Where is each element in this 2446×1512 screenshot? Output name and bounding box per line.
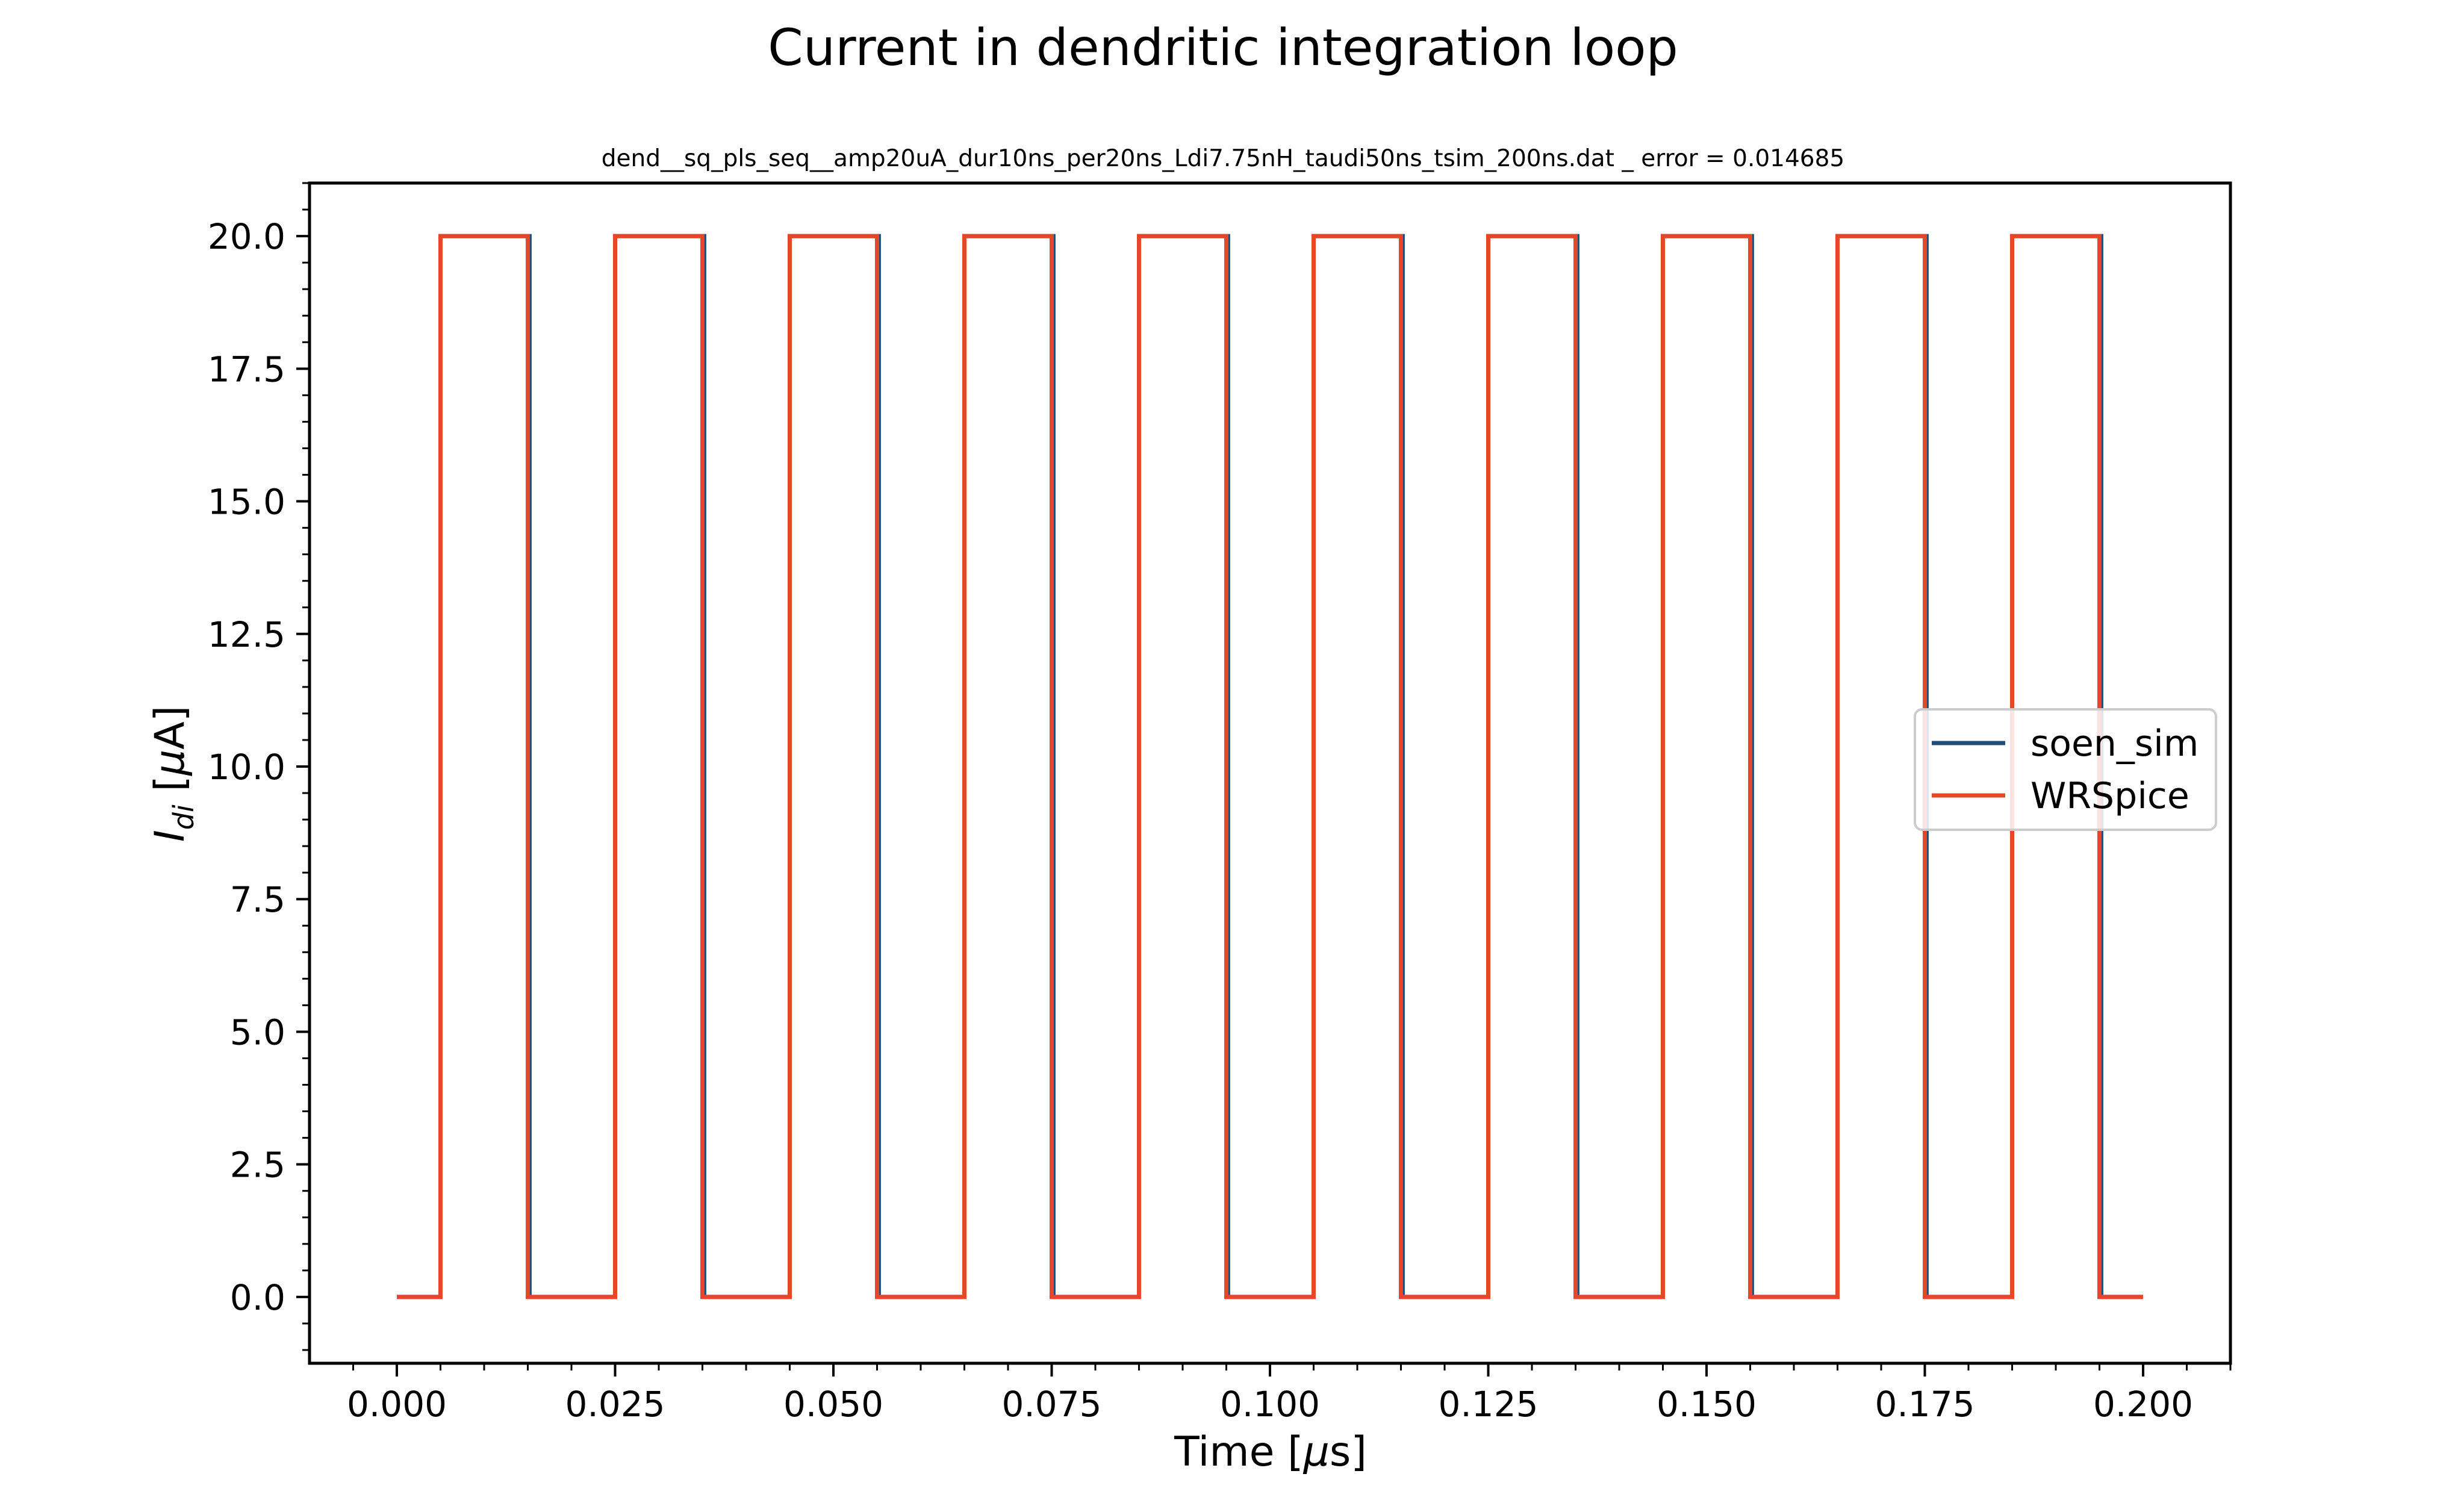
y-tick-label: 5.0	[230, 1012, 285, 1053]
y-tick-label: 10.0	[208, 747, 285, 788]
x-tick-label: 0.125	[1438, 1384, 1538, 1425]
series-layer	[397, 234, 2143, 1299]
series-line-wrspice	[397, 234, 2143, 1299]
x-axis: 0.000 0.025 0.050 0.075 0.100 0.125 0.150 0.175…	[347, 1363, 2232, 1425]
legend-label-wrspice: WRSpice	[2031, 775, 2189, 817]
x-tick-label: 0.075	[1001, 1384, 1101, 1425]
x-tick-label: 0.025	[565, 1384, 665, 1425]
y-tick-label: 7.5	[230, 879, 285, 920]
x-tick-label: 0.100	[1220, 1384, 1320, 1425]
x-tick-label: 0.200	[2093, 1384, 2193, 1425]
x-axis-label: Time [μs]	[1174, 1428, 1367, 1476]
legend-box	[1914, 708, 2217, 831]
x-tick-label: 0.150	[1657, 1384, 1757, 1425]
x-tick-label: 0.175	[1875, 1384, 1975, 1425]
y-tick-label: 15.0	[208, 482, 285, 523]
chart-subtitle: dend__sq_pls_seq__amp20uA_dur10ns_per20n…	[602, 145, 1844, 172]
legend: soen_sim WRSpice	[1914, 708, 2217, 831]
y-tick-label: 12.5	[208, 614, 285, 655]
y-tick-label: 17.5	[208, 349, 285, 390]
x-tick-label: 0.000	[347, 1384, 447, 1425]
y-axis-label: Idi [μA]	[146, 706, 200, 842]
y-tick-label: 2.5	[230, 1145, 285, 1186]
plot-background	[310, 183, 2230, 1363]
legend-label-soen_sim: soen_sim	[2031, 723, 2199, 765]
y-tick-label: 20.0	[208, 216, 285, 257]
y-tick-label: 0.0	[230, 1277, 285, 1318]
plot-area	[308, 181, 2232, 1365]
x-tick-label: 0.050	[783, 1384, 883, 1425]
chart-title: Current in dendritic integration loop	[768, 18, 1678, 77]
y-axis: 0.0 2.5 5.0 7.5 10.0 12.5 15.0 17.5 20.0	[208, 182, 310, 1351]
